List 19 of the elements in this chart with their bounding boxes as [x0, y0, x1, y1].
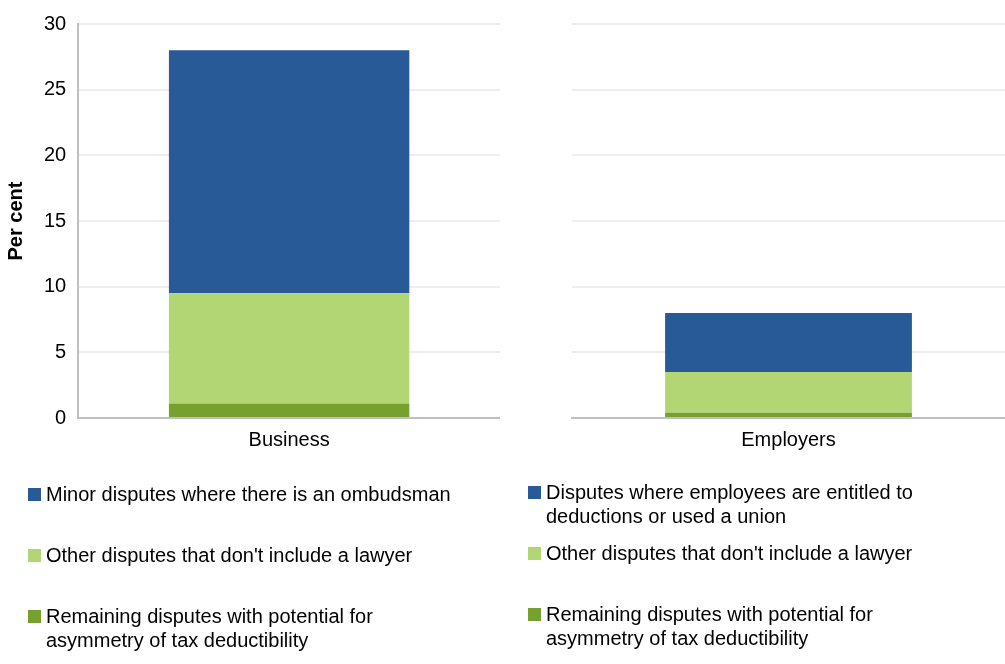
y-tick-label: 15: [44, 208, 67, 231]
y-tick-label: 20: [44, 142, 67, 165]
legend-label: Other disputes that don't include a lawyer: [546, 541, 914, 565]
bar: [168, 293, 410, 404]
y-axis-title: Per cent: [3, 181, 26, 261]
legend-label: Remaining disputes with potential for asymmetry of tax deductibility: [46, 604, 374, 652]
x-tick-label: Employers: [741, 427, 836, 450]
y-tick-label: 30: [44, 11, 67, 34]
y-tick-label: 0: [55, 405, 67, 428]
y-tick-label: 5: [55, 339, 67, 362]
legend-label: Minor disputes where there is an ombudsman: [46, 482, 452, 506]
legend-label: Other disputes that don't include a lawyer: [46, 543, 414, 567]
y-tick-label: 25: [44, 77, 67, 100]
bar: [168, 50, 410, 294]
x-tick-label: Business: [248, 427, 330, 450]
y-tick-label: 10: [44, 274, 67, 297]
legend-label: Remaining disputes with potential for asymmetry of tax deductibility: [546, 602, 874, 650]
legend-label: Disputes where employees are entitled to deductions or used a union: [546, 480, 914, 528]
bar: [168, 403, 410, 417]
